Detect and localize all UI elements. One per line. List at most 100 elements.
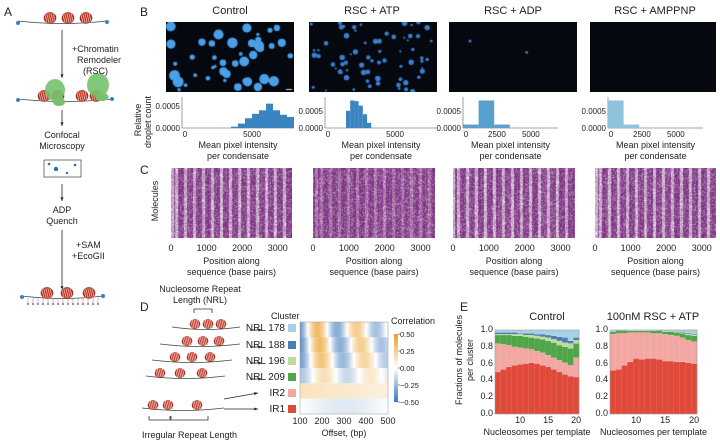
colorbar-tick-label: 0.25 — [400, 347, 415, 356]
heatmap-cell — [313, 322, 315, 338]
colorbar-segment — [394, 376, 398, 378]
x-tick-label: 0 — [608, 130, 614, 139]
heatmap-cell — [325, 368, 327, 384]
colorbar-segment — [394, 398, 398, 400]
colorbar-segment — [394, 380, 398, 382]
y-tick-label: 0.6 — [595, 357, 608, 368]
heatmap-cell — [324, 352, 326, 368]
heatmap-cell — [365, 368, 367, 384]
heatmap-cell — [329, 337, 331, 353]
d-xlabel: Offset, (bp) — [321, 428, 367, 438]
heatmap-cell — [364, 337, 366, 353]
stacked-bar-segment — [556, 336, 563, 342]
heatmap-cell — [355, 383, 357, 399]
micrograph-image — [590, 22, 716, 92]
heatmap-cell — [303, 352, 305, 368]
dna-strand — [145, 375, 226, 379]
heatmap-cell — [316, 322, 318, 338]
stacked-bar-segment — [545, 334, 552, 338]
nucleosome-stripe — [203, 336, 207, 346]
heatmap-cell — [310, 337, 312, 353]
stacked-bar-segment — [567, 329, 574, 342]
heatmap-cell — [357, 398, 359, 414]
heatmap-cell — [330, 398, 332, 414]
chart-title: 100nM RSC + ATP — [606, 311, 700, 323]
heatmap-cell — [303, 368, 305, 384]
nucleosome-stripe — [192, 352, 196, 362]
heatmap-cell — [358, 337, 360, 353]
panel-label-c: C — [140, 163, 149, 177]
heatmap-cell — [309, 368, 311, 384]
heatmap-cell — [327, 368, 329, 384]
heatmap-cell — [373, 398, 375, 414]
stacked-bar-segment — [534, 338, 541, 352]
heatmap-cell — [368, 398, 370, 414]
heatmap-cell — [359, 398, 361, 414]
arrow-head-icon — [60, 197, 64, 201]
heatmap-cell — [306, 322, 308, 338]
heatmap-cell — [323, 398, 325, 414]
x-tick-label: 5000 — [521, 130, 540, 139]
heatmap-cell — [316, 398, 318, 414]
colorbar-segment — [394, 355, 398, 357]
heatmap-cell — [367, 368, 369, 384]
heatmap-cell — [353, 352, 355, 368]
heatmap-cell — [376, 383, 378, 399]
heatmap-cell — [371, 337, 373, 353]
heatmap-cell — [351, 398, 353, 414]
nucleosome-stripe — [85, 288, 89, 298]
heatmap-cell — [306, 383, 308, 399]
heatmap-cell — [373, 352, 375, 368]
arrow-head-icon — [258, 345, 262, 349]
heatmap-cell — [303, 383, 305, 399]
colorbar-segment — [394, 368, 398, 370]
heatmap-cell — [361, 352, 363, 368]
heatmap-cell — [301, 352, 303, 368]
stacked-bar-segment — [494, 332, 502, 335]
heatmap-cell — [314, 352, 316, 368]
stacked-bar-segment — [662, 331, 669, 335]
heatmap-cell — [372, 322, 374, 338]
x-tick-label: 0 — [592, 243, 598, 253]
stacked-bar-segment — [685, 329, 692, 334]
colorbar-tick-label: 0.00 — [400, 364, 415, 373]
y-tick-label: 1.0 — [480, 324, 493, 334]
stacked-bar-segment — [621, 365, 628, 415]
heatmap-cell — [371, 352, 373, 368]
stacked-bar-segment — [522, 336, 530, 349]
heatmap-cell — [386, 368, 388, 384]
heatmap-cell — [351, 383, 353, 399]
nucleosome-stripe — [200, 368, 204, 378]
step-quench-label: ADP — [52, 205, 72, 215]
heatmap-cell — [348, 383, 350, 399]
cluster-label: IR2 — [269, 388, 285, 399]
molecule-accessibility-heatmap — [171, 168, 292, 238]
colorbar-segment — [394, 364, 398, 366]
heatmap-cell — [361, 398, 363, 414]
stacked-bar-segment — [506, 332, 513, 335]
methyl-dot-icon — [72, 303, 74, 305]
heatmap-cell — [305, 337, 307, 353]
colorbar-segment — [394, 346, 398, 348]
heatmap-cell — [320, 322, 322, 338]
dna-end-icon — [16, 98, 20, 102]
heatmap-cell — [363, 368, 365, 384]
arrow-head-icon — [60, 122, 64, 126]
heatmap-cell — [343, 337, 345, 353]
stacked-bar-segment — [673, 332, 681, 337]
heatmap-cell — [338, 337, 340, 353]
nucleosome-stripe — [193, 319, 197, 329]
heatmap-cell — [325, 383, 327, 399]
histogram-bar — [252, 113, 259, 128]
heatmap-cell — [316, 383, 318, 399]
heatmap-cell — [311, 337, 313, 353]
molecule-accessibility-heatmap — [595, 168, 716, 238]
stacked-bar-segment — [522, 333, 530, 336]
stacked-bar-segment — [506, 366, 513, 415]
stacked-bar-segment — [522, 363, 530, 415]
heatmap-cell — [348, 337, 350, 353]
x-tick-label: 3000 — [267, 243, 288, 253]
heatmap-cell — [381, 322, 383, 338]
heatmap-cell — [360, 337, 362, 353]
